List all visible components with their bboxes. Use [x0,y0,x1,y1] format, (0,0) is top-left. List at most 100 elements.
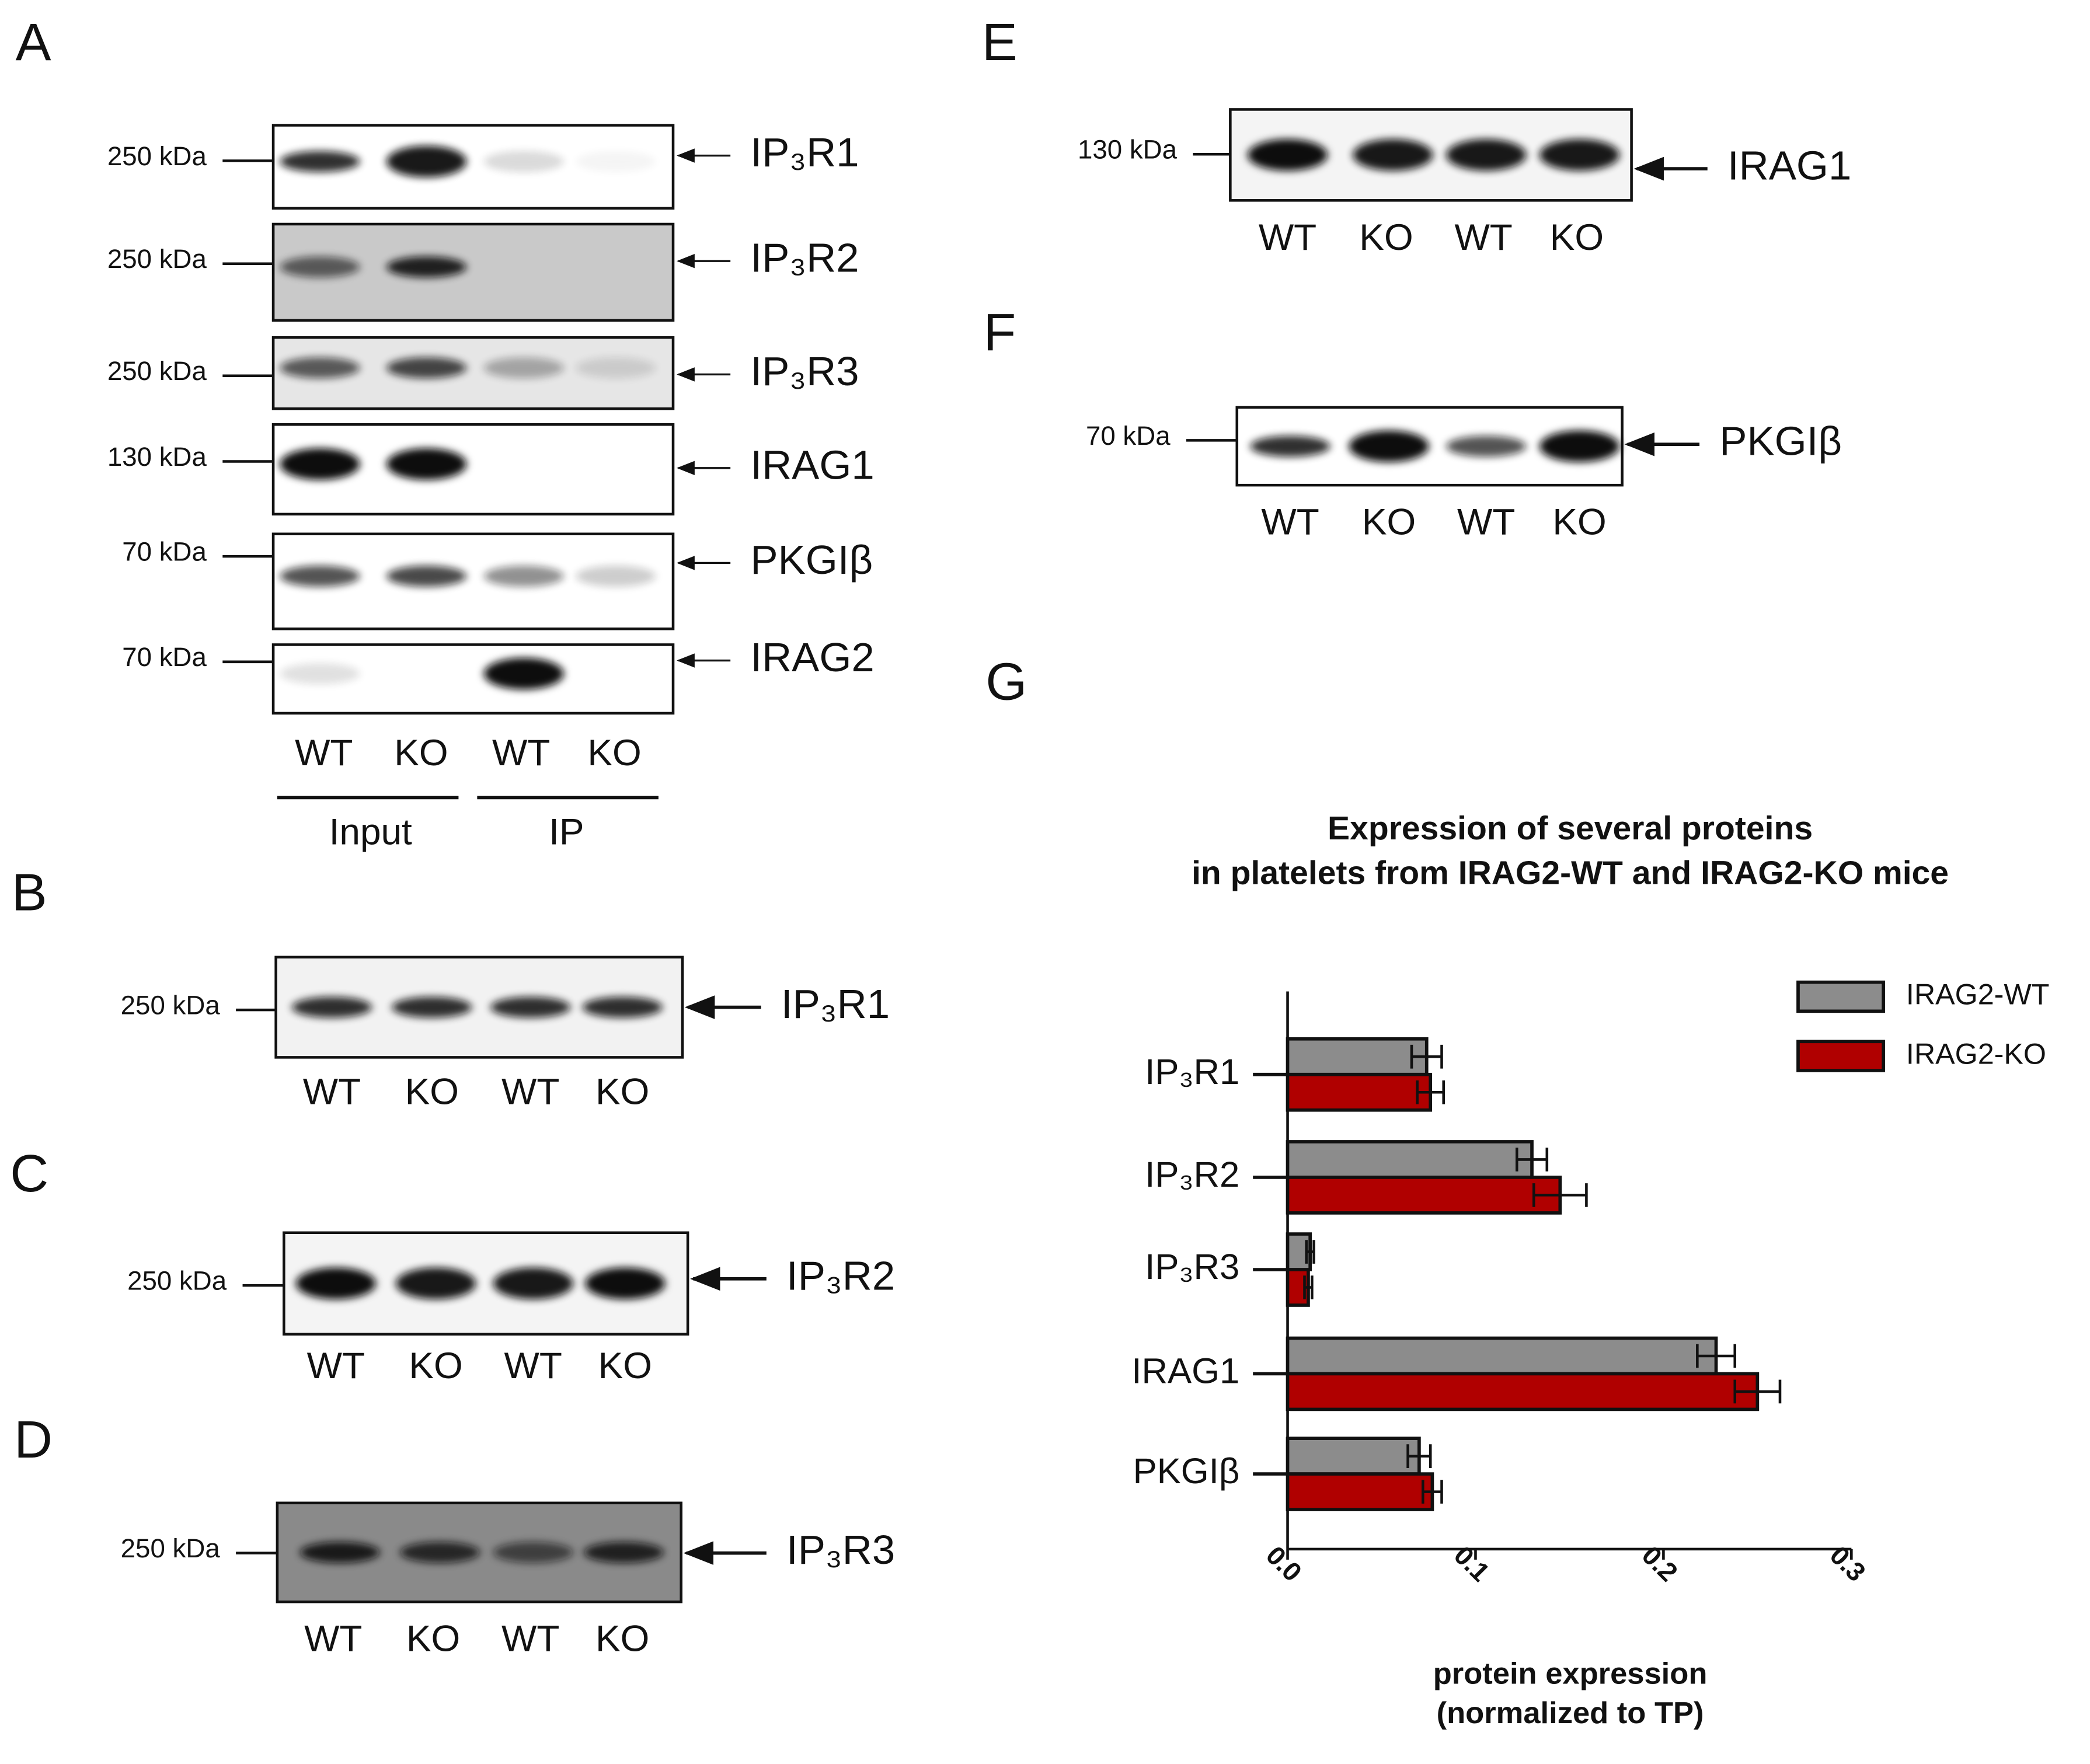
lane-label: WT [304,1618,362,1660]
marker-label: 70 kDa [122,642,207,672]
band [386,145,467,177]
bar [1286,1472,1434,1511]
category-label: IP₃R1 [1145,1051,1239,1092]
lane-label: WT [501,1618,559,1660]
category-label: IRAG1 [1131,1351,1239,1391]
protein-label: IP₃R3 [750,348,859,394]
band [483,658,564,690]
lane-label: WT [1457,501,1515,543]
bar [1286,1336,1718,1376]
band [1539,430,1620,462]
bar [1286,1072,1433,1112]
protein-label: IRAG1 [1727,142,1851,189]
lane-label: KO [1362,501,1416,543]
marker-label: 250 kDa [107,141,207,171]
error-bar [1416,1080,1445,1104]
band [1539,139,1620,171]
lane-label: WT [1454,217,1512,258]
error-bar [1532,1183,1588,1207]
x-tick-label: 0.2 [1636,1540,1684,1587]
band [490,996,571,1018]
band [1248,139,1328,171]
lane-label: KO [1550,217,1604,258]
panel-letter: E [982,13,1018,71]
protein-label: IP₃R3 [786,1526,895,1573]
band [295,1267,376,1299]
legend-label: IRAG2-KO [1906,1038,2046,1071]
lane-label: WT [303,1071,361,1113]
bar [1286,1140,1534,1179]
band [280,565,360,587]
error-bar [1422,1480,1443,1504]
band [582,996,663,1018]
legend-label: IRAG2-WT [1906,978,2050,1011]
protein-label: IP₃R2 [750,235,859,281]
band [483,565,564,587]
lane-label: WT [1259,217,1316,258]
lane-label: KO [598,1345,652,1386]
marker-label: 250 kDa [107,356,207,386]
band [386,256,467,278]
band [386,448,467,480]
lane-label: KO [1552,501,1606,543]
band [493,1267,573,1299]
category-label: IP₃R3 [1145,1246,1239,1287]
error-bar [1733,1379,1782,1404]
band [584,1542,664,1563]
x-tick-label: 0.3 [1824,1540,1871,1587]
error-bar [1406,1444,1432,1468]
band [299,1542,380,1563]
protein-label: PKGIβ [750,536,873,583]
lane-label: WT [1261,501,1319,543]
lane-label: KO [1359,217,1413,258]
panel-letter: D [14,1410,53,1469]
marker-label: 250 kDa [127,1266,227,1296]
lane-label: KO [595,1618,649,1660]
band [386,357,467,379]
protein-label: IRAG1 [750,442,874,488]
protein-label: IP₃R1 [781,981,890,1027]
category-label: PKGIβ [1133,1451,1240,1491]
band [493,1542,573,1563]
marker-label: 70 kDa [122,537,207,567]
lane-label: KO [394,732,448,773]
band [576,565,656,587]
band [1446,435,1527,457]
band [280,151,360,172]
error-bar [1516,1148,1549,1172]
error-bar [1696,1344,1737,1368]
lane-label: KO [595,1071,649,1113]
x-tick-label: 0.1 [1448,1540,1496,1587]
band [280,357,360,379]
protein-label: IP₃R1 [750,129,859,175]
panel-letter: C [10,1144,48,1202]
lane-label: WT [492,732,550,773]
band [483,151,564,172]
category-label: IP₃R2 [1145,1154,1239,1194]
band [399,1542,480,1563]
marker-label: 250 kDa [121,1533,221,1563]
marker-label: 70 kDa [1086,421,1171,451]
marker-label: 250 kDa [107,244,207,274]
marker-label: 130 kDa [107,442,207,472]
band [1349,430,1429,462]
legend-swatch [1796,1040,1885,1072]
band [1250,435,1330,457]
panel-letter: F [983,303,1016,361]
protein-label: IP₃R2 [786,1253,895,1299]
chart-title: Expression of several proteins [1328,810,1813,847]
band [292,996,372,1018]
bar [1286,1372,1760,1411]
lane-label: WT [501,1071,559,1113]
lane-label: WT [504,1345,562,1386]
band [1353,139,1433,171]
panel-letter: A [16,13,51,71]
group-label: IP [549,811,584,853]
band [280,256,360,278]
band [576,151,656,172]
bar [1286,1437,1421,1476]
x-axis-label: (normalized to TP) [1437,1696,1704,1730]
bar [1286,1037,1429,1076]
